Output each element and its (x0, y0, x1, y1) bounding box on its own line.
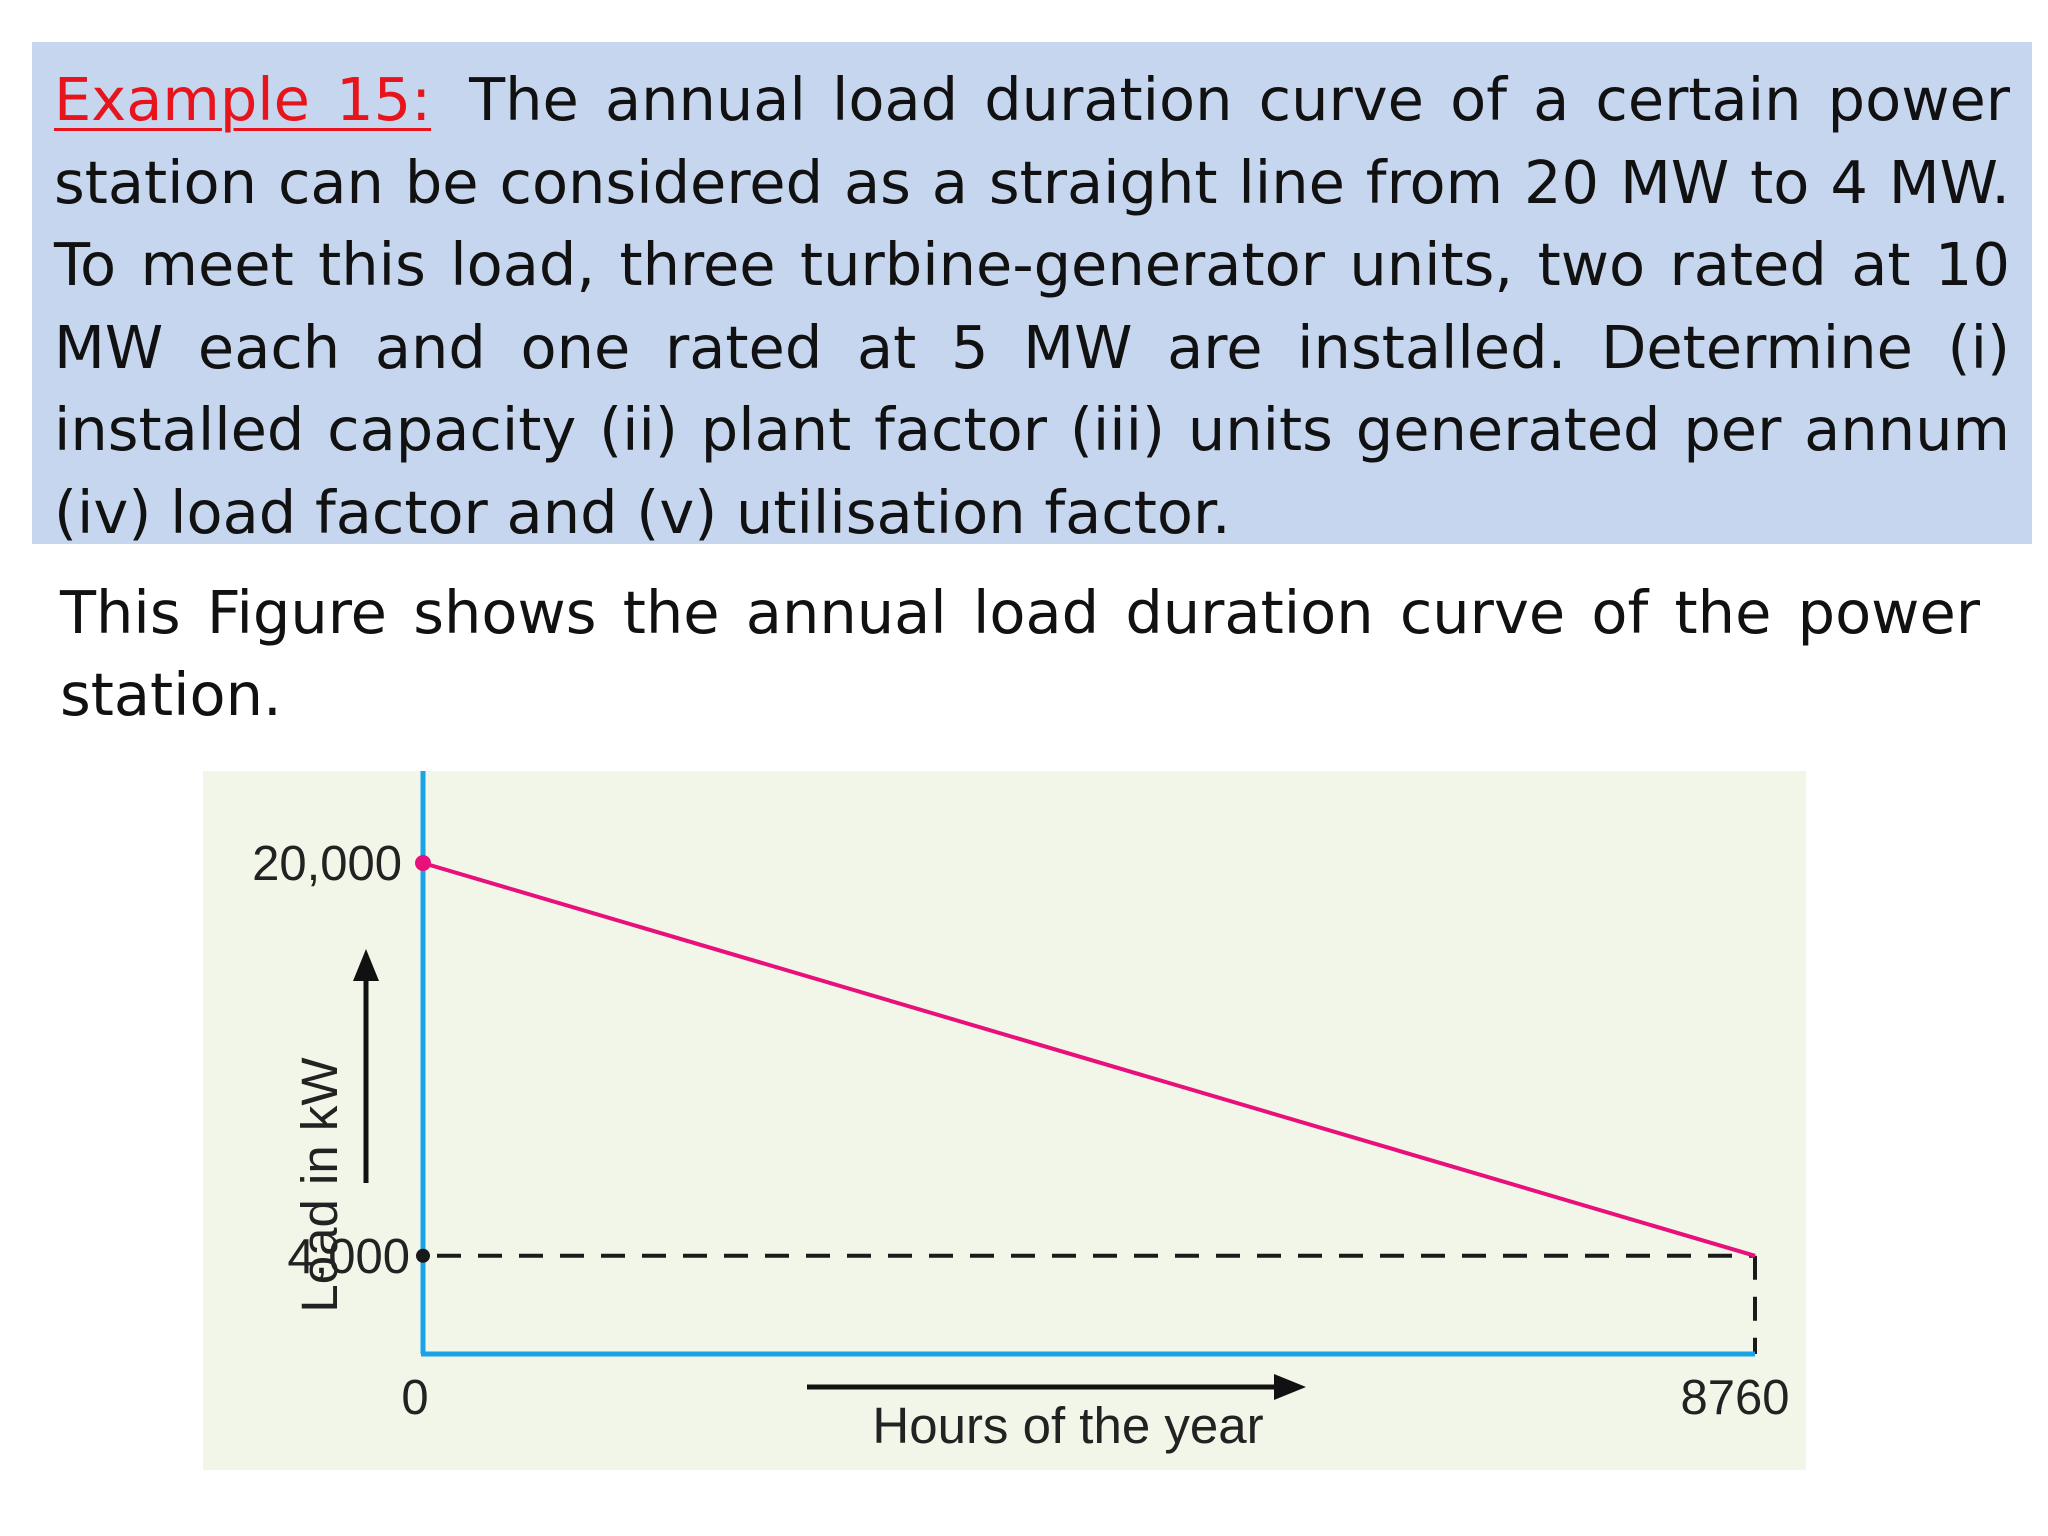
figure-intro-text: This Figure shows the annual load durati… (60, 578, 1980, 729)
data-point-base-load (416, 1248, 430, 1263)
x-tick-label-8760: 8760 (1680, 1371, 1789, 1425)
problem-statement: The annual load duration curve of a cert… (54, 65, 2011, 547)
y-axis-title: Load in kW (291, 1057, 348, 1312)
y-axis-arrow-head-icon (353, 949, 379, 981)
y-tick-label-4000: 4,000 (287, 1230, 410, 1284)
y-tick-label-20000: 20,000 (252, 837, 402, 891)
data-point-peak (415, 855, 431, 871)
load-duration-line (422, 861, 1756, 1258)
y-axis-title-group: Load in kW (291, 949, 379, 1313)
example-label: Example 15: (54, 65, 432, 134)
load-duration-chart: 20,000 4,000 0 8760 Load in kW Hours of … (203, 771, 1806, 1470)
load-duration-chart-svg: 20,000 4,000 0 8760 Load in kW Hours of … (203, 771, 1806, 1470)
x-axis-title: Hours of the year (872, 1397, 1263, 1454)
problem-text: Example 15: The annual load duration curv… (54, 59, 2010, 554)
x-tick-label-0: 0 (401, 1371, 428, 1425)
chart-background (203, 771, 1806, 1470)
x-axis-arrow-head-icon (1274, 1374, 1306, 1400)
problem-statement-box: Example 15: The annual load duration curv… (32, 42, 2032, 547)
x-axis-title-group: Hours of the year (807, 1374, 1306, 1454)
